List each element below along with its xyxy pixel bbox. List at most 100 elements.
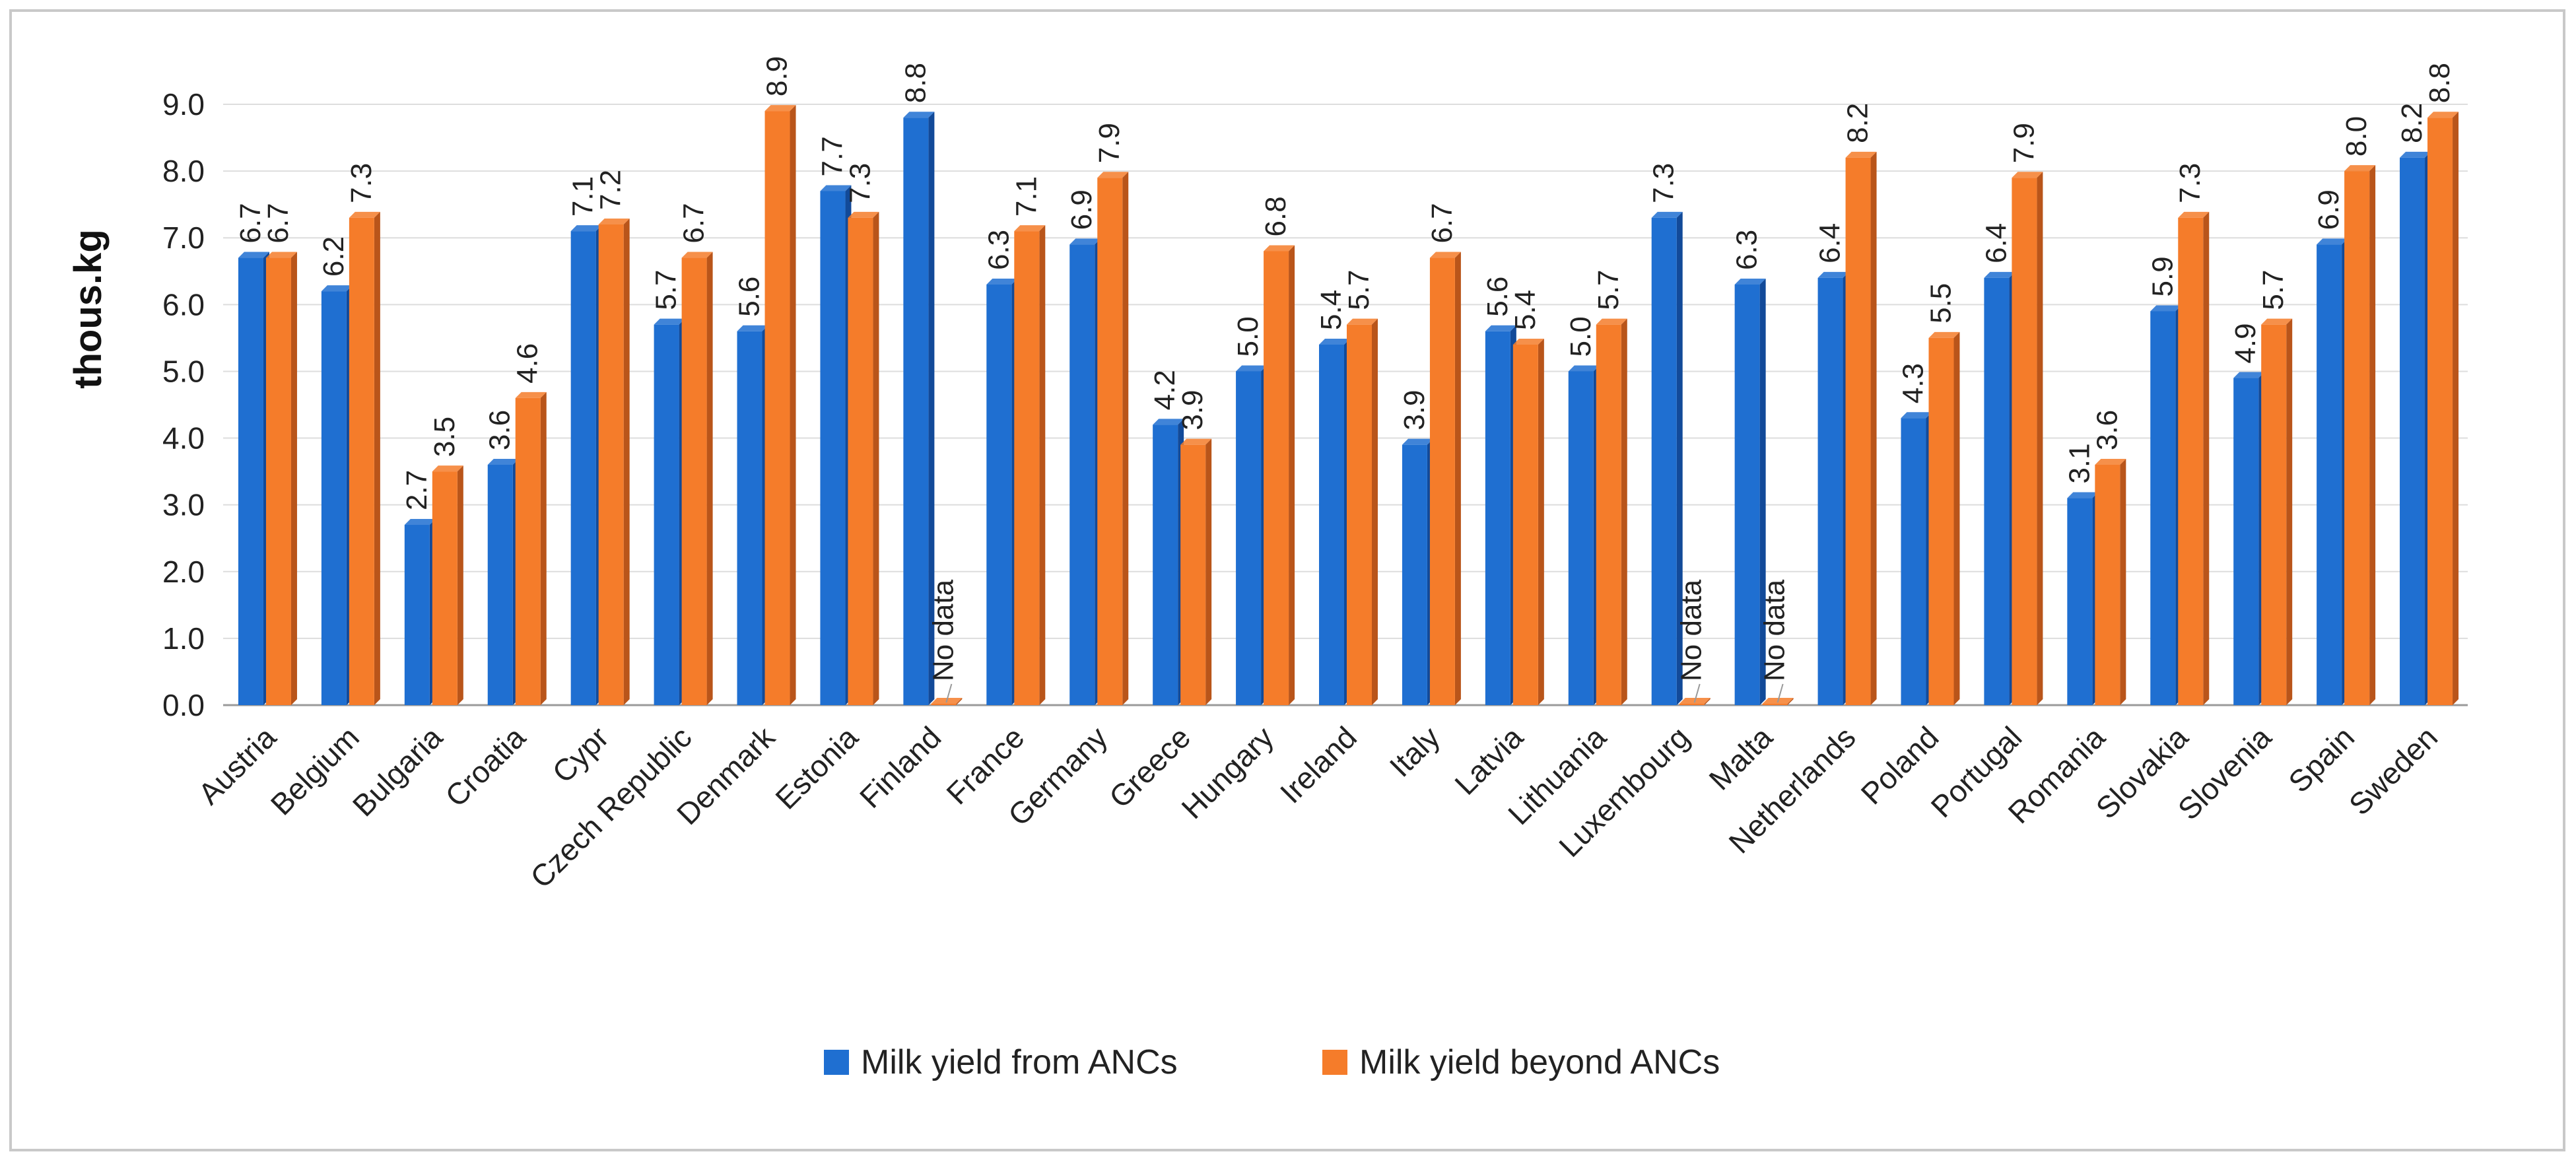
bar-side — [1953, 331, 1960, 705]
data-label: 7.1 — [1010, 176, 1042, 217]
bar-side — [1372, 318, 1378, 706]
legend-swatch — [1322, 1050, 1347, 1075]
bar-front — [764, 111, 790, 706]
bar-top — [1845, 151, 1877, 158]
y-tick-label: 6.0 — [162, 287, 205, 322]
data-label: 5.9 — [2146, 256, 2179, 296]
data-label: 6.3 — [982, 230, 1015, 270]
bar-top — [515, 392, 547, 398]
bar-top — [265, 252, 297, 258]
x-tick-label: Hungary — [1174, 720, 1280, 825]
bar-front — [1651, 217, 1677, 705]
bar-side — [1538, 339, 1544, 705]
bar-front — [432, 471, 458, 705]
bar-top — [487, 459, 519, 465]
bar-front — [848, 217, 873, 705]
bar-from-ancs — [1568, 365, 1600, 705]
x-tick-label: Estonia — [768, 720, 865, 816]
data-label: 6.3 — [1731, 230, 1763, 270]
data-label: 3.6 — [484, 410, 516, 450]
bar-top — [570, 225, 602, 232]
bar-top — [764, 105, 796, 112]
bar-beyond-ancs — [1097, 172, 1129, 705]
bar-top — [2400, 151, 2431, 158]
bar-side — [2203, 211, 2210, 705]
bar-front — [2400, 157, 2425, 705]
bar-front — [1097, 178, 1123, 705]
bar-top — [2178, 211, 2210, 218]
data-label: 3.5 — [428, 417, 461, 457]
bar-beyond-ancs — [1014, 225, 1046, 706]
bar-top — [1402, 438, 1433, 445]
bar-beyond-ancs — [349, 211, 380, 705]
bar-from-ancs — [2067, 492, 2099, 705]
data-label: 4.6 — [512, 343, 544, 384]
bar-beyond-ancs — [1512, 339, 1544, 705]
bar-side — [1676, 211, 1683, 705]
bar-top — [1734, 279, 1766, 285]
bar-top — [2067, 492, 2099, 498]
bar-side — [1621, 318, 1627, 706]
bar-from-ancs — [1402, 438, 1433, 705]
bar-front — [321, 291, 347, 706]
bar-front — [404, 525, 430, 705]
bar-top — [1069, 238, 1101, 245]
bar-front — [2261, 324, 2287, 706]
bar-top — [238, 252, 269, 258]
bar-front — [1984, 277, 2010, 705]
bar-front — [2233, 378, 2259, 705]
bar-front — [1596, 324, 1621, 706]
bar-front — [737, 331, 763, 705]
data-label: No data — [1759, 579, 1791, 681]
bar-front — [1817, 277, 1843, 705]
data-label: 6.7 — [678, 203, 710, 243]
bar-top — [1180, 438, 1212, 445]
y-tick-label: 2.0 — [162, 555, 205, 589]
x-tick-label: Italy — [1383, 720, 1446, 783]
bar-front — [903, 118, 929, 705]
bar-front — [931, 704, 957, 705]
bar-front — [1236, 371, 1262, 705]
data-label: 5.4 — [1509, 290, 1542, 330]
legend-entry: Milk yield beyond ANCs — [1322, 1043, 1720, 1081]
x-tick-label: Spain — [2282, 720, 2361, 799]
bar-from-ancs — [1236, 365, 1268, 705]
y-tick-label: 4.0 — [162, 421, 205, 456]
leader-line — [1777, 683, 1784, 703]
bar-side — [290, 252, 297, 705]
bar-side — [873, 211, 879, 705]
legend: Milk yield from ANCs Milk yield beyond AN… — [824, 1043, 1720, 1081]
bar-front — [1679, 704, 1705, 705]
data-label: 4.9 — [2229, 323, 2262, 363]
bar-front — [1319, 345, 1344, 705]
bar-beyond-ancs — [848, 211, 879, 705]
bar-beyond-ancs — [2427, 112, 2459, 705]
bar-front — [1014, 231, 1040, 706]
data-label: 7.3 — [2174, 163, 2206, 203]
bar-top — [432, 465, 463, 472]
bar-front — [1762, 704, 1788, 705]
bar-front — [1153, 425, 1178, 705]
data-label: 6.2 — [318, 236, 350, 277]
bar-from-ancs — [654, 318, 685, 706]
x-tick-label: Bulgaria — [346, 720, 449, 823]
bar-front — [2095, 465, 2120, 705]
data-label: 4.3 — [1897, 363, 1929, 403]
bar-from-ancs — [986, 279, 1018, 705]
bar-front — [1264, 251, 1289, 705]
bar-side — [1289, 245, 1295, 705]
y-axis-title: thous.kg — [67, 229, 110, 389]
bar-from-ancs — [2400, 151, 2431, 705]
bar-side — [2453, 112, 2459, 705]
data-label: 6.7 — [1426, 203, 1458, 243]
data-label: 5.4 — [1315, 290, 1347, 330]
data-label: 5.6 — [733, 277, 766, 317]
bar-top — [1817, 271, 1849, 278]
x-tick-label: Malta — [1702, 720, 1779, 797]
bar-top — [2344, 165, 2376, 172]
bar-top — [1153, 419, 1184, 425]
bar-beyond-ancs — [2261, 318, 2293, 706]
bar-beyond-ancs — [432, 465, 463, 705]
y-tick-label: 9.0 — [162, 87, 205, 121]
data-label: No data — [927, 579, 959, 681]
